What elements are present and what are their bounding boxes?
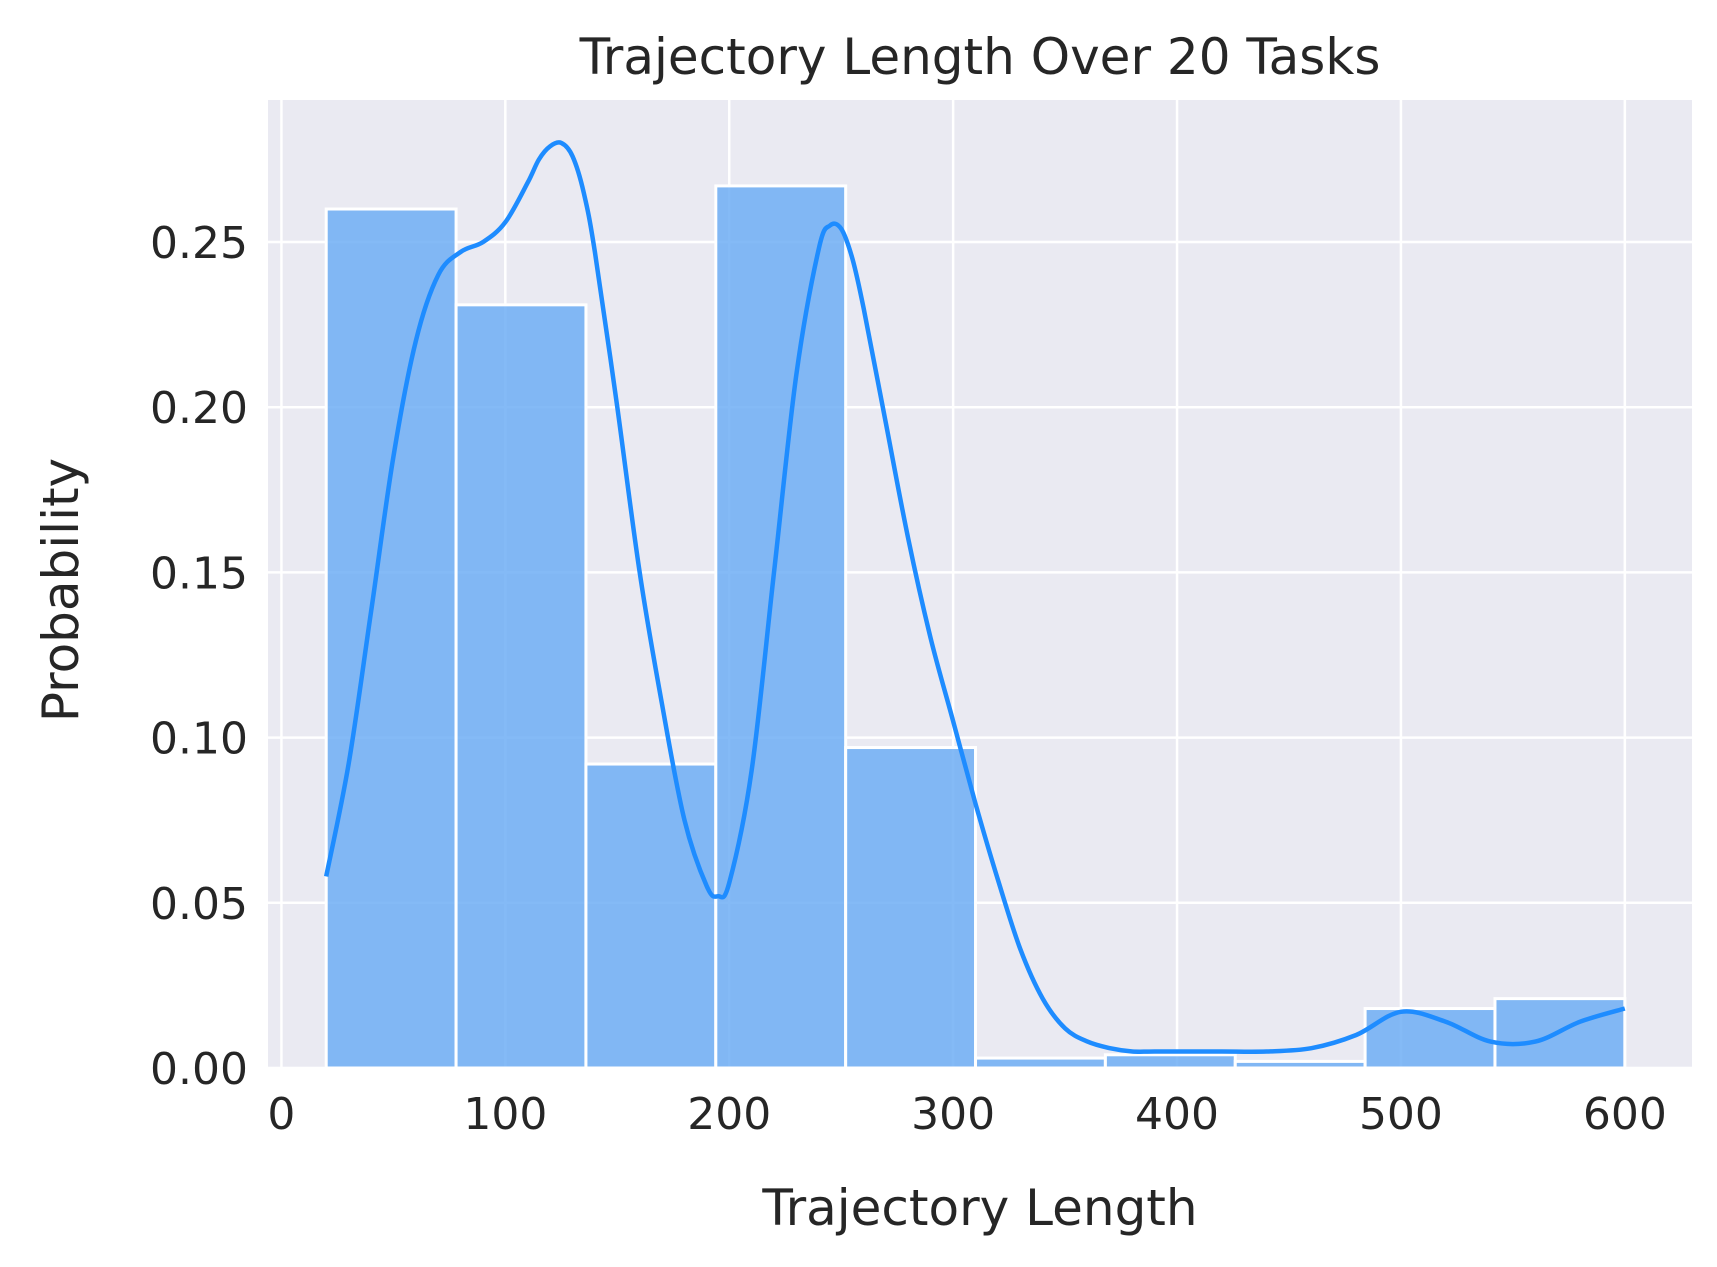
y-tick-label: 0.05 [150,879,248,930]
x-tick-label: 100 [463,1089,547,1140]
y-tick-label: 0.00 [150,1044,248,1095]
kde-curve-group [323,140,1626,1054]
x-tick-label: 400 [1135,1089,1219,1140]
histogram-bar [974,1056,1107,1070]
histogram-bar [1233,1059,1367,1070]
x-axis-title: Trajectory Length [761,1179,1197,1237]
kde-line [323,140,1626,1054]
histogram-bar [584,762,718,1070]
y-tick-labels: 0.00 0.05 0.10 0.15 0.20 0.25 [150,218,248,1095]
chart-title: Trajectory Length Over 20 Tasks [579,28,1381,86]
histogram-bar [324,207,458,1070]
x-tick-label: 300 [911,1089,995,1140]
y-tick-label: 0.25 [150,218,248,269]
y-tick-label: 0.10 [150,714,248,765]
histogram-bar [844,746,978,1070]
y-tick-label: 0.20 [150,383,248,434]
y-axis-title: Probability [32,458,90,722]
x-tick-labels: 0 100 200 300 400 500 600 [267,1089,1666,1140]
x-tick-label: 0 [267,1089,295,1140]
x-tick-label: 600 [1583,1089,1667,1140]
x-tick-label: 500 [1359,1089,1443,1140]
histogram-bar [1103,1053,1237,1070]
histogram-bars [324,184,1627,1070]
x-tick-label: 200 [687,1089,771,1140]
histogram-bar [714,184,848,1070]
y-tick-label: 0.15 [150,548,248,599]
histogram-bar [454,303,588,1070]
